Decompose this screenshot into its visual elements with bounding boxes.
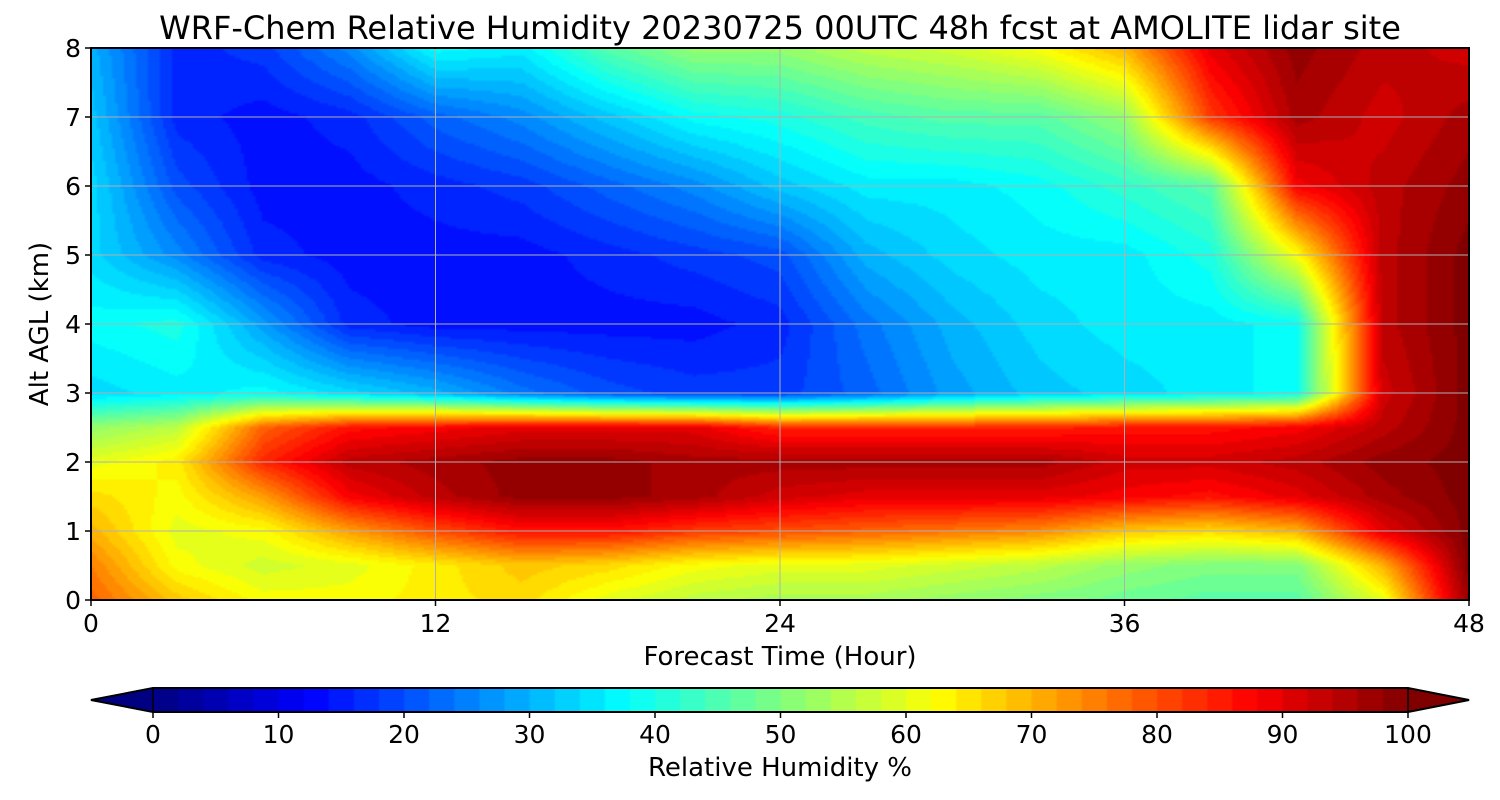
y-tick-label: 2	[65, 448, 81, 477]
y-axis: 0 1 2 3 4 5 6 7 8	[65, 34, 91, 615]
colorbar-tick-label: 80	[1141, 720, 1173, 749]
y-tick-label: 0	[65, 586, 81, 615]
y-tick-label: 6	[65, 172, 81, 201]
colorbar-tick-label: 90	[1267, 720, 1299, 749]
plot-area	[90, 47, 1470, 601]
colorbar-tick-label: 0	[145, 720, 161, 749]
colorbar-tick-label: 60	[890, 720, 922, 749]
colorbar-tick-label: 100	[1384, 720, 1432, 749]
x-tick-label: 0	[83, 609, 99, 638]
colorbar-label: Relative Humidity %	[648, 753, 912, 783]
y-tick-label: 4	[65, 310, 81, 339]
x-tick-label: 36	[1109, 609, 1141, 638]
grid-lines	[91, 48, 1469, 600]
y-tick-label: 3	[65, 379, 81, 408]
colorbar-tick-label: 70	[1016, 720, 1048, 749]
y-tick-label: 1	[65, 517, 81, 546]
colorbar-tick-label: 30	[514, 720, 546, 749]
x-axis-label: Forecast Time (Hour)	[643, 642, 916, 672]
x-axis: 0 12 24 36 48	[83, 600, 1485, 638]
colorbar-gradient	[153, 688, 1408, 712]
colorbar: 0 10 20 30 40 50 60 70 80 90 100 Relative Humidity…	[90, 687, 1470, 783]
colorbar-extend-low	[90, 687, 154, 713]
colorbar-tick-label: 10	[263, 720, 295, 749]
colorbar-tick-label: 40	[639, 720, 671, 749]
colorbar-tick-label: 50	[765, 720, 797, 749]
x-tick-label: 48	[1453, 609, 1485, 638]
y-tick-label: 7	[65, 103, 81, 132]
y-tick-label: 8	[65, 34, 81, 63]
colorbar-tick-label: 20	[388, 720, 420, 749]
colorbar-ticks: 0 10 20 30 40 50 60 70 80 90 100	[145, 712, 1432, 749]
x-tick-label: 24	[764, 609, 796, 638]
x-tick-label: 12	[420, 609, 452, 638]
y-tick-label: 5	[65, 241, 81, 270]
colorbar-extend-high	[1407, 687, 1470, 713]
chart-title: WRF-Chem Relative Humidity 20230725 00UT…	[159, 9, 1401, 47]
y-axis-label: Alt AGL (km)	[25, 242, 55, 406]
